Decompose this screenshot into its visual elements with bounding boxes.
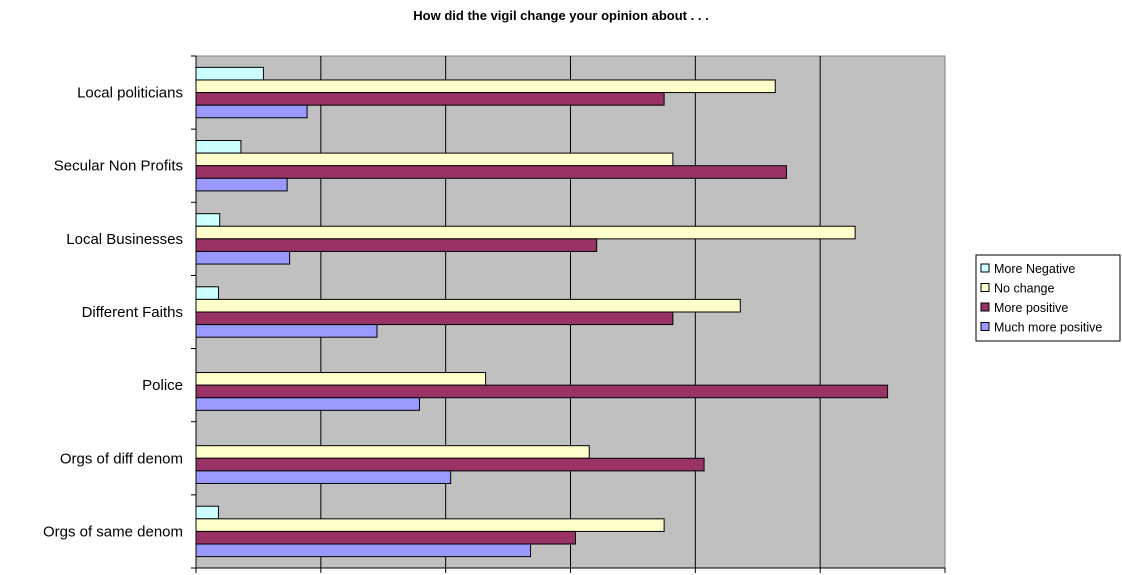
- bar: [195, 457, 705, 472]
- bar: [195, 298, 741, 313]
- category-label: Police: [142, 377, 183, 394]
- bar: [195, 518, 665, 532]
- legend-swatch: [980, 322, 990, 331]
- bar: [195, 505, 219, 520]
- category-label: Different Faiths: [82, 304, 183, 321]
- bar: [195, 152, 674, 167]
- bars: [195, 66, 889, 558]
- bar: [195, 79, 776, 94]
- bar: [195, 104, 308, 119]
- bar: [195, 324, 378, 338]
- category-labels: Local politicians Secular Non Profits Loca…: [43, 85, 183, 541]
- bar: [195, 213, 221, 227]
- legend-label: More Negative: [994, 262, 1075, 276]
- legend: More Negative No change More positive Much …: [975, 254, 1121, 342]
- bar: [195, 92, 665, 106]
- bar: [195, 372, 487, 386]
- bar: [195, 530, 576, 545]
- bar: [195, 165, 787, 179]
- legend-label: Much more positive: [994, 321, 1102, 335]
- category-label: Orgs of same denom: [43, 523, 183, 540]
- chart-title: How did the vigil change your opinion ab…: [413, 8, 708, 23]
- bar: [195, 238, 598, 252]
- bar: [195, 397, 420, 411]
- bar: [195, 286, 219, 300]
- legend-box: [975, 254, 1121, 342]
- bar: [195, 225, 856, 240]
- bar: [195, 140, 242, 154]
- legend-swatch: [980, 283, 990, 292]
- legend-swatch: [980, 302, 990, 312]
- category-label: Orgs of diff denom: [60, 450, 183, 467]
- bar: [195, 470, 452, 484]
- category-label: Local politicians: [77, 85, 183, 102]
- bar: [195, 66, 264, 81]
- category-label: Secular Non Profits: [54, 158, 183, 175]
- category-label: Local Businesses: [66, 231, 183, 248]
- bar: [195, 250, 291, 265]
- legend-label: No change: [994, 282, 1055, 296]
- bar: [195, 311, 674, 326]
- legend-label: More positive: [994, 301, 1068, 315]
- axes: [191, 55, 946, 573]
- bar: [195, 543, 532, 558]
- legend-swatch: [980, 263, 990, 273]
- bar: [195, 384, 889, 399]
- bar: [195, 177, 288, 192]
- bar: [195, 445, 590, 459]
